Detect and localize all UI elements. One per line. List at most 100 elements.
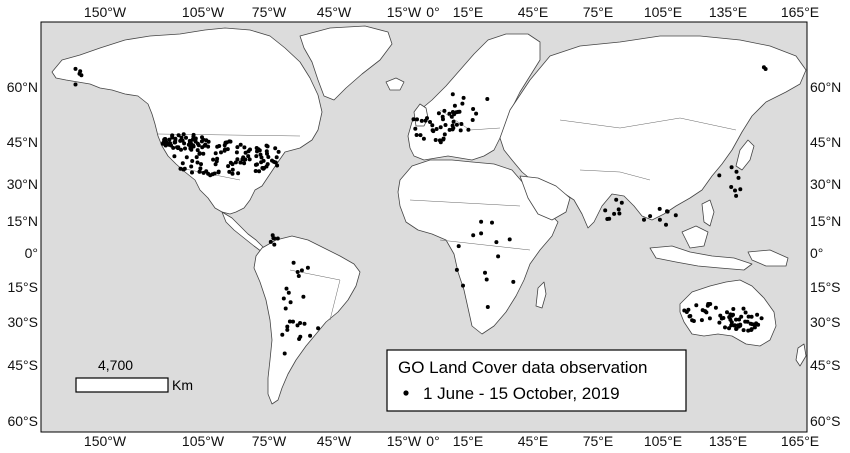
latitude-label-left-8: 60°S (7, 413, 38, 429)
observation-point (496, 254, 501, 259)
observation-point (736, 323, 740, 328)
longitude-label-top-5: 0° (426, 4, 439, 20)
observation-point (198, 166, 203, 171)
observation-point (211, 157, 216, 162)
observation-point (737, 317, 742, 322)
observation-point (616, 207, 621, 212)
longitude-labels-top: 150°W 105°W 75°W 45°W 15°W 0° 15°E 45°E 75°E 105°… (84, 4, 819, 20)
observation-point (295, 323, 300, 328)
observation-point (418, 133, 423, 138)
landmass-philippines (701, 199, 715, 227)
longitude-label-top-4: 15°W (387, 4, 422, 20)
observation-point (281, 296, 286, 301)
longitude-label-bottom-10: 135°E (709, 433, 747, 449)
longitude-label-bottom-0: 150°W (84, 433, 127, 449)
observation-point (733, 188, 737, 193)
observation-point (280, 332, 285, 337)
observation-point (490, 220, 494, 225)
observation-point (272, 236, 277, 241)
landmass-arabian-peninsula (519, 175, 571, 221)
observation-point (687, 314, 692, 319)
country-borders (157, 109, 737, 321)
scale-bar-unit: Km (172, 377, 193, 393)
observation-point (275, 236, 280, 241)
observation-point (216, 170, 221, 175)
observation-point (299, 268, 304, 273)
observation-point (454, 122, 459, 127)
observation-point (275, 163, 280, 168)
latitude-label-left-5: 15°S (7, 279, 38, 295)
observation-point (485, 305, 490, 309)
observation-point (736, 175, 741, 180)
observation-point (441, 137, 446, 142)
observation-point (442, 108, 447, 113)
longitude-label-top-9: 105°E (644, 4, 682, 20)
observation-point (743, 319, 748, 324)
legend-title: GO Land Cover data observation (398, 358, 647, 377)
observation-point (461, 283, 465, 288)
observation-point (447, 111, 452, 116)
observation-point (190, 170, 194, 175)
observation-point (738, 187, 743, 192)
observation-point (734, 193, 739, 198)
latitude-label-right-5: 15°S (810, 279, 841, 295)
observation-point (665, 209, 669, 214)
observation-point (246, 154, 251, 159)
observation-point (195, 148, 200, 153)
observation-point (254, 154, 259, 159)
observation-point (741, 306, 746, 311)
scale-bar: 4,700 Km (75, 357, 193, 393)
observation-point (460, 101, 465, 106)
observation-point (454, 267, 459, 272)
latitude-label-right-4: 0° (810, 245, 823, 261)
observation-point (213, 162, 218, 167)
observation-point (175, 145, 179, 150)
observation-point (226, 164, 231, 169)
landmass-new-guinea (747, 249, 789, 267)
observation-point (713, 305, 718, 310)
observation-point (734, 317, 738, 322)
observation-point (657, 206, 662, 211)
observation-point (161, 140, 166, 145)
dot-marker-icon (403, 390, 409, 396)
observation-point (178, 166, 183, 171)
latitude-labels-right: 60°N 45°N 30°N 15°N 0° 15°S 30°S 45°S 60°S (810, 79, 841, 429)
observation-point (614, 197, 619, 202)
scale-bar-rectangle (75, 377, 169, 393)
landmass-south-america (253, 235, 361, 405)
observation-point (291, 319, 295, 324)
observation-point (194, 155, 199, 160)
border-africa-north (409, 199, 521, 207)
observation-point (411, 117, 416, 122)
observation-point (690, 318, 695, 323)
landmass-north-america (51, 27, 323, 215)
observation-point (466, 127, 471, 132)
latitude-label-left-7: 45°S (7, 357, 38, 373)
observation-point (447, 127, 452, 132)
longitude-label-top-6: 15°E (453, 4, 484, 20)
observation-point (179, 135, 184, 140)
observation-point (223, 140, 228, 145)
observation-point (235, 145, 240, 150)
observation-point (423, 118, 428, 123)
observation-point (443, 123, 448, 127)
longitude-labels-bottom: 150°W 105°W 75°W 45°W 15°W 0° 15°E 45°E 75°E 105°… (84, 433, 819, 449)
observation-point (182, 141, 187, 146)
observation-point (179, 147, 183, 152)
observation-point (664, 222, 668, 227)
observation-point (297, 337, 302, 341)
observation-point (717, 173, 722, 178)
observation-point (707, 316, 712, 321)
observation-point (274, 155, 279, 160)
landmass-new-zealand (795, 343, 807, 367)
latitude-label-right-0: 60°N (810, 79, 841, 95)
observation-point (752, 325, 757, 330)
observation-point (181, 132, 186, 137)
observation-point (206, 139, 211, 144)
latitude-labels-left: 60°N 45°N 30°N 15°N 0° 15°S 30°S 45°S 60°S (7, 79, 38, 429)
observation-point (227, 169, 232, 174)
observation-point (484, 277, 489, 282)
observation-point (483, 270, 487, 275)
observation-point (163, 137, 168, 141)
